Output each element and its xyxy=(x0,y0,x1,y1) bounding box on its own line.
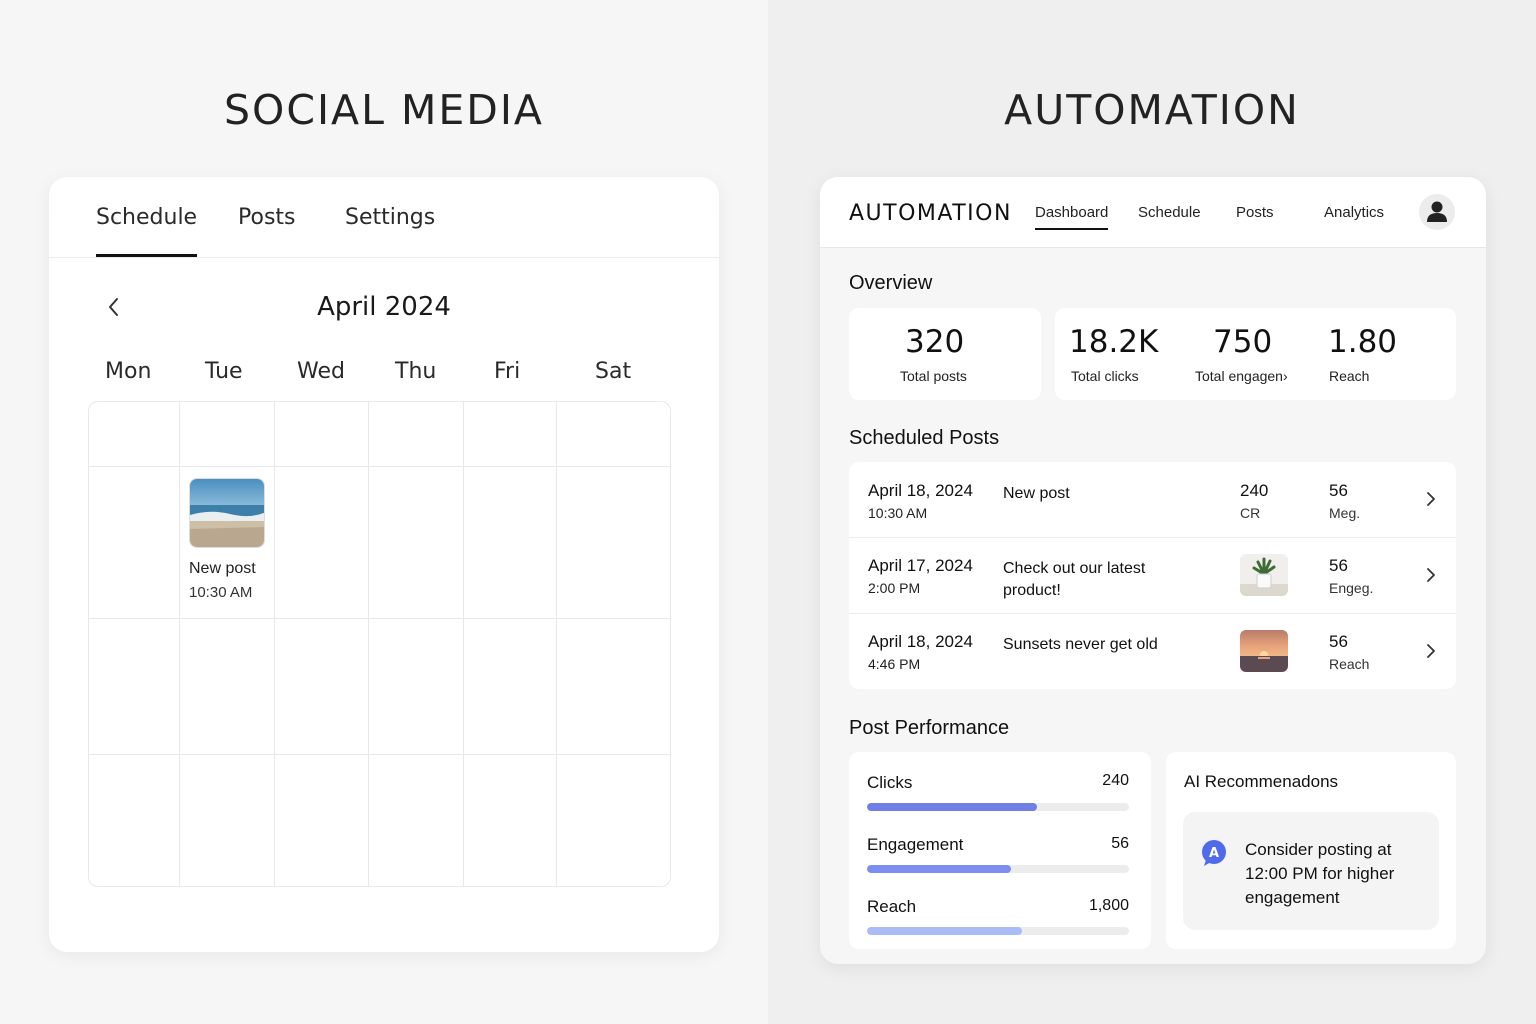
post-date: April 18, 2024 xyxy=(868,632,973,651)
reach-bar xyxy=(867,927,1129,935)
post-stat-value: 56 xyxy=(1329,632,1348,651)
metric-card-group: 18.2K Total clicks 750 Total engagen› 1.… xyxy=(1055,308,1456,400)
tab-posts[interactable]: Posts xyxy=(238,205,296,230)
plant-thumbnail xyxy=(1240,554,1288,596)
performance-value: 1,800 xyxy=(1088,897,1129,914)
post-stat-value: 240 xyxy=(1240,481,1269,500)
post-time: 2:00 PM xyxy=(868,580,921,596)
chevron-right-icon[interactable] xyxy=(1424,489,1438,509)
event-time: 10:30 AM xyxy=(189,584,253,601)
performance-value: 56 xyxy=(1111,835,1129,852)
brand-logo: AUTOMATION xyxy=(849,201,1012,226)
post-stat-value: 56 xyxy=(1329,556,1348,575)
ai-suggestion-text: Consider posting at 12:00 PM for higher … xyxy=(1245,840,1395,907)
overview-title: Overview xyxy=(849,272,933,294)
tab-settings[interactable]: Settings xyxy=(345,205,436,230)
metric-value: 18.2K xyxy=(1069,324,1159,360)
chevron-right-icon[interactable] xyxy=(1424,641,1438,661)
weekday-label: Wed xyxy=(297,359,345,384)
beach-thumbnail xyxy=(189,478,265,548)
calendar-card: Schedule Posts Settings April 2024 Mon T… xyxy=(49,177,719,952)
engagement-bar xyxy=(867,865,1129,873)
ai-badge-letter: A xyxy=(1209,846,1219,861)
user-avatar[interactable] xyxy=(1419,194,1455,230)
engagement-bar-fill xyxy=(867,865,1012,873)
user-icon xyxy=(1427,201,1447,222)
performance-label: Engagement xyxy=(867,835,964,854)
metric-label: Total clicks xyxy=(1071,368,1139,384)
beach-photo-icon xyxy=(190,479,264,547)
ai-recommendations-title: AI Recommenadons xyxy=(1184,772,1339,791)
weekday-label: Mon xyxy=(105,359,152,384)
chevron-right-icon[interactable] xyxy=(1424,565,1438,585)
weekday-label: Fri xyxy=(494,359,521,384)
post-time: 10:30 AM xyxy=(868,505,928,521)
nav-dashboard[interactable]: Dashboard xyxy=(1035,204,1109,230)
nav-analytics[interactable]: Analytics xyxy=(1324,204,1385,221)
weekday-label: Sat xyxy=(595,359,632,384)
calendar-grid[interactable]: New post 10:30 AM xyxy=(88,401,671,887)
ai-suggestion[interactable]: A Consider posting at 12:00 PM for highe… xyxy=(1183,812,1439,930)
post-performance-title: Post Performance xyxy=(849,717,1010,739)
nav-posts[interactable]: Posts xyxy=(1236,204,1274,221)
metric-card-total-posts: 320 Total posts xyxy=(849,308,1041,400)
performance-label: Clicks xyxy=(867,773,913,792)
metric-value: 1.80 xyxy=(1328,324,1398,360)
post-stat-label: Engeg. xyxy=(1329,580,1374,596)
post-caption: New post xyxy=(1003,485,1070,502)
tab-schedule[interactable]: Schedule xyxy=(96,205,198,257)
post-caption: Sunsets never get old xyxy=(1003,636,1158,653)
top-navigation: AUTOMATION Dashboard Schedule Posts Anal… xyxy=(820,177,1486,248)
scheduled-posts-list: April 18, 2024 10:30 AM New post 240 CR … xyxy=(849,462,1456,689)
metric-value: 750 xyxy=(1213,324,1273,360)
dashboard-card: AUTOMATION Dashboard Schedule Posts Anal… xyxy=(820,177,1486,964)
scheduled-post-row[interactable]: April 18, 2024 4:46 PM Sunsets never get… xyxy=(849,614,1456,690)
post-date: April 18, 2024 xyxy=(868,481,973,500)
post-stat-value: 56 xyxy=(1329,481,1348,500)
reach-bar-fill xyxy=(867,927,1022,935)
clicks-bar-fill xyxy=(867,803,1038,811)
post-date: April 17, 2024 xyxy=(868,556,973,575)
performance-label: Reach xyxy=(867,897,917,916)
post-time: 4:46 PM xyxy=(868,656,921,672)
performance-value: 240 xyxy=(1102,772,1129,789)
post-stat-label: Reach xyxy=(1329,656,1370,672)
ai-recommendations-card: AI Recommenadons A Consider posting at 1… xyxy=(1166,752,1456,949)
metric-label: Total posts xyxy=(900,368,967,384)
event-title: New post xyxy=(189,560,256,577)
scheduled-post-row[interactable]: April 18, 2024 10:30 AM New post 240 CR … xyxy=(849,462,1456,538)
metric-label: Total engagen› xyxy=(1195,368,1288,384)
performance-card: Clicks 240 Engagement 56 Reach 1,800 xyxy=(849,752,1151,949)
ai-assistant-icon: A xyxy=(1202,840,1226,866)
month-title: April 2024 xyxy=(317,292,451,322)
metric-value: 320 xyxy=(905,324,965,360)
post-stat-label: Meg. xyxy=(1329,505,1361,521)
weekday-label: Thu xyxy=(395,359,437,384)
social-media-heading: SOCIAL MEDIA xyxy=(224,86,544,134)
previous-month-button[interactable] xyxy=(103,293,125,321)
clicks-bar xyxy=(867,803,1129,811)
metric-label: Reach xyxy=(1329,368,1370,384)
post-caption: Check out our latest product! xyxy=(1003,560,1146,599)
plant-photo-icon xyxy=(1240,554,1288,596)
calendar-event[interactable]: New post 10:30 AM xyxy=(189,478,269,601)
sunset-thumbnail xyxy=(1240,630,1288,672)
nav-schedule[interactable]: Schedule xyxy=(1138,204,1201,221)
automation-heading: AUTOMATION xyxy=(1004,86,1300,134)
sunset-photo-icon xyxy=(1240,630,1288,672)
post-stat-label: CR xyxy=(1240,505,1261,521)
scheduled-posts-title: Scheduled Posts xyxy=(849,427,1000,449)
scheduled-post-row[interactable]: April 17, 2024 2:00 PM Check out our lat… xyxy=(849,538,1456,614)
weekday-label: Tue xyxy=(205,359,243,384)
tab-bar: Schedule Posts Settings xyxy=(49,177,719,258)
chevron-left-icon xyxy=(109,298,118,316)
